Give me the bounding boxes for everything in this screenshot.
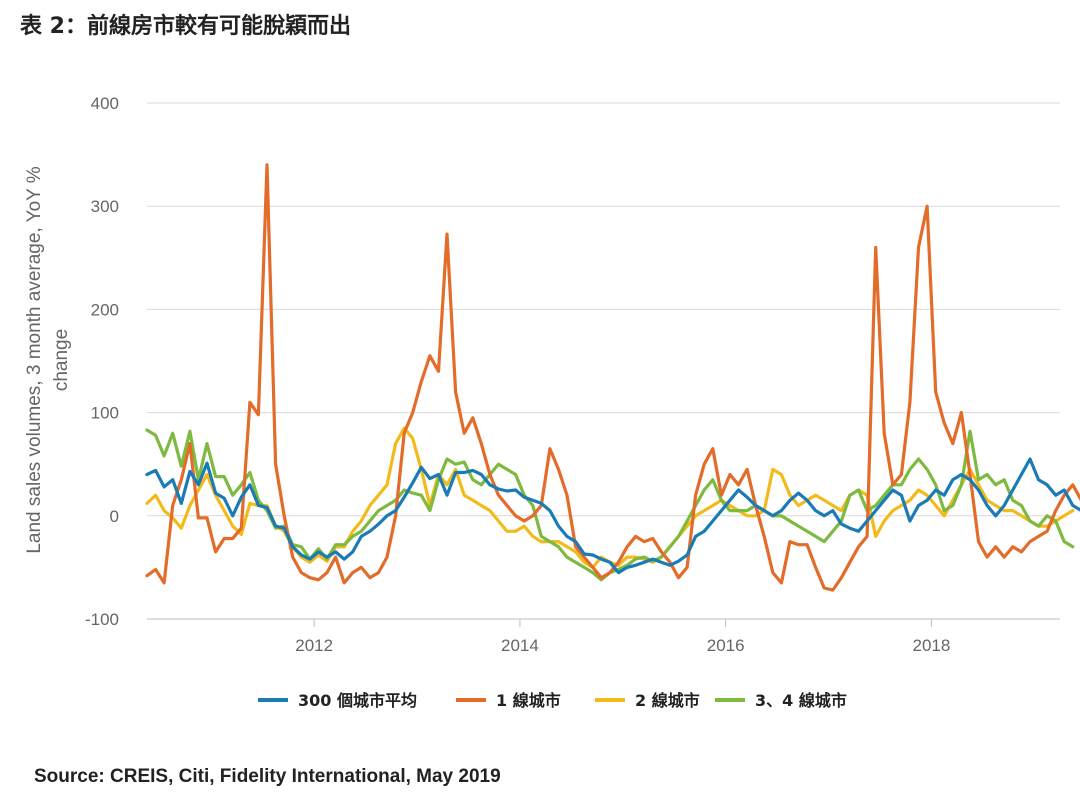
x-tick-label-2012: 2012 [295, 636, 333, 655]
series-line-1 [145, 163, 1080, 592]
y-axis-ticks: -100 0 100 200 300 400 [85, 94, 119, 629]
chart-title: 表 2：前線房市較有可能脫穎而出 [20, 14, 351, 39]
y-tick-label--100: -100 [85, 610, 119, 629]
series-lines [145, 163, 1080, 592]
y-tick-label-200: 200 [91, 300, 119, 319]
x-tick-label-2018: 2018 [912, 636, 950, 655]
source-note: Source: CREIS, Citi, Fidelity Internatio… [34, 766, 501, 787]
x-tick-label-2016: 2016 [707, 636, 745, 655]
y-axis-label-line2: change [51, 329, 72, 391]
y-tick-label-0: 0 [110, 507, 119, 526]
legend: 300 個城市平均 1 線城市 2 線城市 3、4 線城市 [258, 691, 847, 710]
legend-label-0: 300 個城市平均 [298, 691, 417, 710]
y-axis-label-line1: Land sales volumes, 3 month average, YoY… [24, 166, 45, 553]
y-axis-label: Land sales volumes, 3 month average, YoY… [24, 166, 72, 553]
legend-label-3: 3、4 線城市 [755, 691, 847, 710]
y-tick-label-300: 300 [91, 197, 119, 216]
legend-label-2: 2 線城市 [635, 691, 700, 710]
x-tick-label-2014: 2014 [501, 636, 539, 655]
gridlines [147, 102, 1060, 517]
legend-label-1: 1 線城市 [496, 691, 561, 710]
y-tick-label-100: 100 [91, 404, 119, 423]
x-axis-ticks: 2012 2014 2016 2018 [295, 619, 950, 655]
series-line-0 [145, 457, 1080, 575]
y-tick-label-400: 400 [91, 94, 119, 113]
series-line-2 [145, 426, 1075, 570]
